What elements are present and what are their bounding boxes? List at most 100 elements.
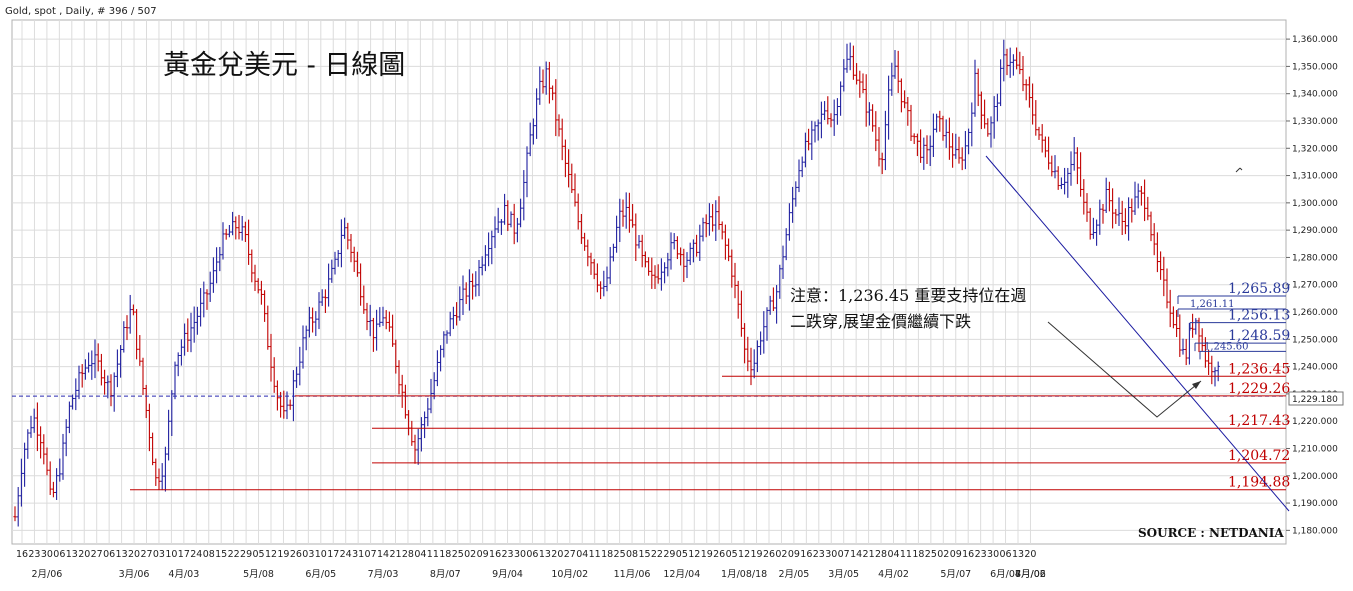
ohlc-bar bbox=[119, 345, 123, 378]
y-tick-label: 1,340.000 bbox=[1292, 90, 1338, 100]
x-day-label: 10 bbox=[315, 549, 327, 560]
ohlc-bar bbox=[83, 359, 87, 380]
ohlc-bar bbox=[819, 101, 823, 139]
ohlc-bar bbox=[1117, 197, 1121, 227]
ohlc-bar bbox=[871, 104, 875, 132]
x-day-label: 23 bbox=[813, 549, 825, 560]
ohlc-bar bbox=[109, 374, 113, 407]
ohlc-bar bbox=[74, 378, 78, 411]
ohlc-bar bbox=[989, 116, 993, 148]
ohlc-bar bbox=[423, 411, 427, 439]
ohlc-bar bbox=[263, 290, 267, 322]
ohlc-bar bbox=[1082, 179, 1086, 215]
ohlc-bar bbox=[1143, 179, 1147, 222]
ohlc-bar bbox=[51, 481, 55, 498]
ohlc-bar bbox=[413, 434, 417, 464]
ohlc-bar bbox=[976, 68, 980, 107]
x-day-label: 15 bbox=[638, 549, 650, 560]
x-day-label: 30 bbox=[514, 549, 526, 560]
ohlc-bar bbox=[842, 59, 846, 92]
ohlc-bar bbox=[362, 285, 366, 314]
x-day-label: 07 bbox=[838, 549, 850, 560]
x-day-label: 16 bbox=[16, 549, 28, 560]
ohlc-bar bbox=[999, 59, 1003, 107]
ohlc-bar bbox=[451, 306, 455, 330]
ohlc-bar bbox=[237, 214, 241, 240]
source-label: SOURCE : NETDANIA bbox=[1138, 526, 1284, 540]
ohlc-bar bbox=[298, 346, 302, 386]
ohlc-bar bbox=[621, 199, 625, 227]
ohlc-bar bbox=[112, 372, 116, 412]
ohlc-bar bbox=[717, 196, 721, 230]
ohlc-bar bbox=[762, 311, 766, 354]
ohlc-bar bbox=[864, 74, 868, 127]
ohlc-bar bbox=[589, 252, 593, 275]
ohlc-bar bbox=[861, 73, 865, 94]
ohlc-bar bbox=[759, 331, 763, 355]
x-day-label: 11 bbox=[589, 549, 601, 560]
ohlc-bar bbox=[464, 282, 468, 305]
ohlc-bar bbox=[355, 251, 359, 277]
x-day-label: 29 bbox=[663, 549, 675, 560]
ohlc-bar bbox=[141, 357, 145, 396]
ohlc-bar bbox=[1037, 126, 1041, 140]
ohlc-bar bbox=[179, 339, 183, 366]
ohlc-bar bbox=[685, 252, 689, 279]
resistance-label: 1,261.11 bbox=[1190, 299, 1235, 310]
ohlc-bar bbox=[186, 318, 190, 352]
x-day-label: 28 bbox=[875, 549, 887, 560]
ohlc-bar bbox=[714, 200, 718, 241]
y-tick-label: 1,250.000 bbox=[1292, 335, 1338, 345]
ohlc-bar bbox=[477, 259, 481, 297]
ohlc-bar bbox=[327, 263, 331, 307]
ohlc-bar bbox=[1203, 337, 1207, 368]
ohlc-bar bbox=[506, 200, 510, 232]
x-day-label: 12 bbox=[688, 549, 700, 560]
ohlc-bar bbox=[227, 224, 231, 238]
ohlc-bar bbox=[1146, 196, 1150, 221]
ohlc-bar bbox=[205, 289, 209, 310]
x-day-label: 14 bbox=[377, 549, 389, 560]
x-day-label: 19 bbox=[701, 549, 713, 560]
ohlc-bar bbox=[1162, 256, 1166, 297]
ohlc-bar bbox=[653, 265, 657, 289]
ohlc-bar bbox=[1184, 338, 1188, 366]
x-day-label: 17 bbox=[178, 549, 190, 560]
ohlc-bar bbox=[583, 232, 587, 251]
x-month-label: 6月/05 bbox=[305, 569, 336, 580]
x-day-label: 27 bbox=[140, 549, 152, 560]
instrument-label: Gold, spot , Daily, # 396 / 507 bbox=[5, 6, 157, 17]
ohlc-bar bbox=[231, 211, 235, 236]
ohlc-bar bbox=[739, 290, 743, 337]
ohlc-bar bbox=[1034, 100, 1038, 136]
ohlc-bar bbox=[368, 304, 372, 337]
ohlc-bar bbox=[218, 246, 222, 272]
x-month-label: 3月/06 bbox=[119, 569, 150, 580]
ohlc-bar bbox=[160, 463, 164, 491]
ohlc-bar bbox=[963, 130, 967, 170]
x-day-label: 21 bbox=[863, 549, 875, 560]
ohlc-bar bbox=[909, 104, 913, 142]
y-tick-label: 1,180.000 bbox=[1292, 526, 1338, 536]
ohlc-bar bbox=[618, 198, 622, 242]
ohlc-bar bbox=[359, 263, 363, 306]
ohlc-bar bbox=[848, 42, 852, 71]
ohlc-bar bbox=[1178, 314, 1182, 357]
x-month-label: 4月/03 bbox=[168, 569, 199, 580]
ohlc-bar bbox=[1088, 207, 1092, 240]
ohlc-bar bbox=[823, 101, 827, 120]
ohlc-bar bbox=[1098, 199, 1102, 235]
ohlc-bar bbox=[925, 135, 929, 165]
ohlc-bar bbox=[541, 69, 545, 94]
ohlc-bar bbox=[711, 204, 715, 232]
ohlc-bar bbox=[746, 336, 750, 372]
ohlc-bar bbox=[32, 408, 36, 433]
ohlc-bar bbox=[851, 45, 855, 80]
x-day-label: 16 bbox=[962, 549, 974, 560]
x-day-label: 06 bbox=[53, 549, 65, 560]
ohlc-bar bbox=[586, 239, 590, 267]
ohlc-bar bbox=[736, 280, 740, 319]
ohlc-bar bbox=[55, 468, 59, 500]
ohlc-bar bbox=[1152, 223, 1156, 256]
trendline bbox=[985, 155, 1290, 512]
